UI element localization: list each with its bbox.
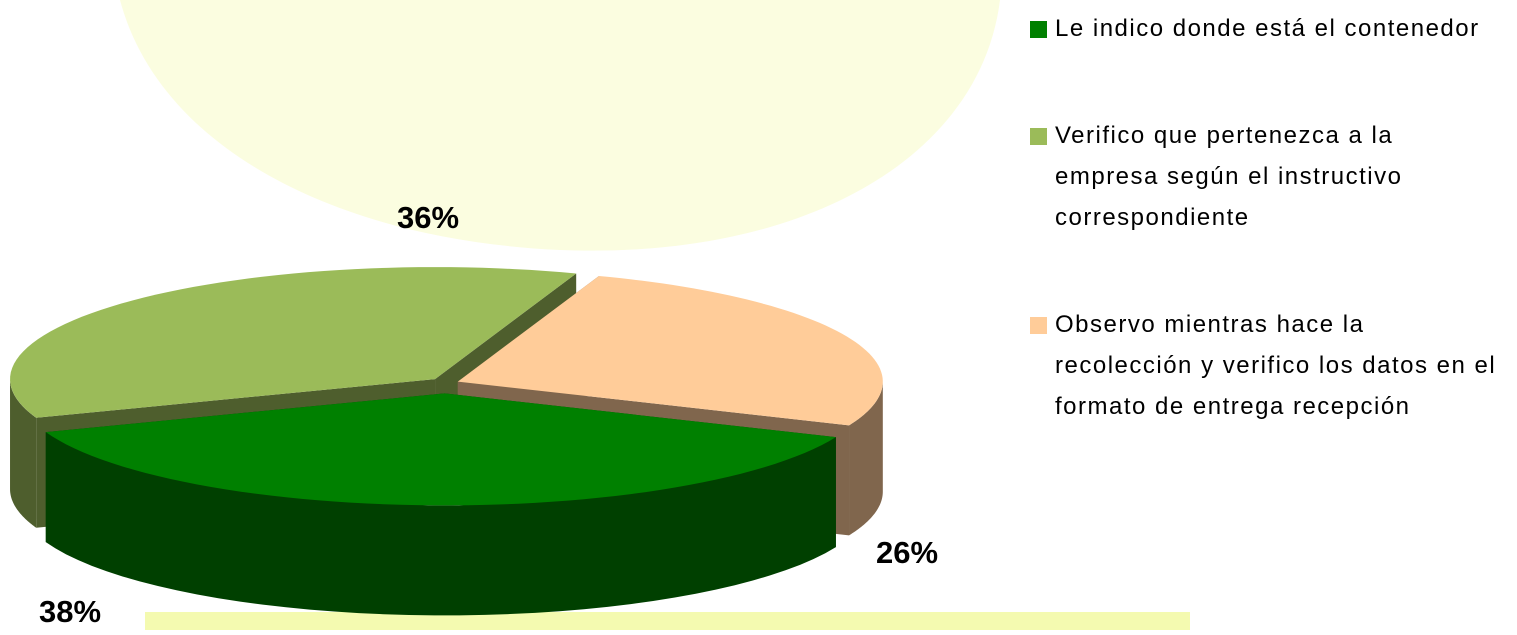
legend-swatch — [1030, 21, 1047, 38]
legend: Le indico donde está el contenedor Verifi… — [1030, 8, 1500, 493]
legend-entry: Le indico donde está el contenedor — [1030, 8, 1500, 49]
legend-label: Le indico donde está el contenedor — [1055, 15, 1480, 42]
data-label: 26% — [876, 535, 938, 570]
watermark — [120, 0, 1190, 630]
legend-label: Verifico que pertenezca a la empresa seg… — [1055, 122, 1403, 231]
slice-wall — [10, 379, 37, 528]
pie — [10, 267, 883, 616]
slice — [457, 275, 883, 426]
legend-swatch — [1030, 317, 1047, 334]
legend-entry: Observo mientras hace la recolección y v… — [1030, 304, 1500, 427]
slice — [10, 267, 577, 418]
legend-entry: Verifico que pertenezca a la empresa seg… — [1030, 115, 1500, 238]
legend-swatch — [1030, 128, 1047, 145]
legend-label: Observo mientras hace la recolección y v… — [1055, 311, 1497, 420]
data-label: 36% — [397, 200, 459, 235]
data-label: 38% — [39, 594, 101, 629]
slice-wall — [849, 381, 883, 536]
slice — [45, 393, 836, 506]
slice-wall — [45, 432, 836, 616]
